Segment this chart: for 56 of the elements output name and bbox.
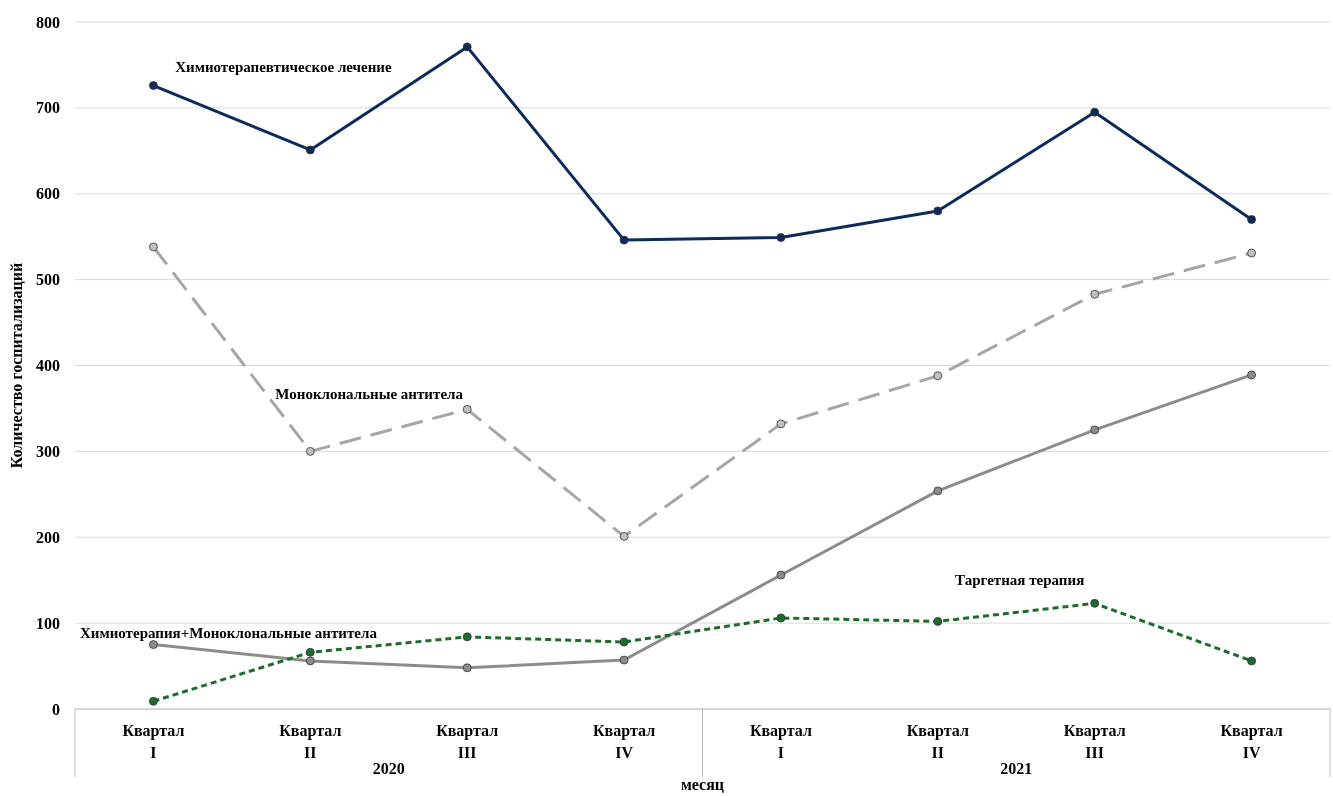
point	[1090, 107, 1100, 117]
text: 2020	[372, 760, 405, 777]
x-tick-label: Квартал III	[1063, 722, 1126, 761]
point	[149, 81, 158, 90]
point	[619, 655, 629, 665]
x-tick-label: Квартал I	[749, 722, 813, 761]
series-label: Химиотерапевтическое лечение	[175, 58, 392, 75]
point	[776, 419, 786, 429]
x-tick-label: Квартал II	[279, 722, 342, 761]
y-tick-label: 300	[36, 442, 60, 460]
series-label: Таргетная терапия	[955, 572, 1085, 589]
point	[305, 145, 315, 155]
text: 2021	[1000, 760, 1033, 777]
point	[1090, 289, 1100, 299]
x-tick-label: Квартал IV	[593, 722, 656, 761]
point	[776, 233, 786, 242]
x-tick-label: Квартал III	[436, 722, 499, 761]
y-tick-label: 800	[36, 13, 60, 31]
point	[619, 235, 629, 245]
x-tick-label: Квартал II	[906, 722, 969, 761]
point	[1090, 425, 1100, 435]
y-tick-label: 500	[36, 271, 60, 289]
point	[462, 42, 472, 52]
y-tick-label: 600	[36, 185, 60, 203]
series-label: Моноклональные антитела	[275, 386, 464, 403]
x-axis-title: месяц	[680, 776, 725, 793]
point	[933, 371, 943, 381]
point	[1247, 248, 1256, 258]
point	[462, 663, 472, 673]
point	[619, 531, 629, 541]
y-tick-label: 100	[36, 614, 60, 632]
point	[305, 647, 315, 657]
point	[462, 632, 472, 642]
point	[149, 242, 158, 252]
point	[462, 404, 472, 414]
y-tick-label: 400	[36, 357, 60, 375]
point	[149, 696, 158, 706]
point	[776, 613, 786, 623]
point	[305, 656, 315, 666]
y-axis-title: Количество госпитализаций	[8, 262, 25, 469]
series-label: Химиотерапия+Моноклональные антитела	[79, 624, 378, 641]
y-tick-label: 200	[36, 528, 60, 546]
y-tick-label: 700	[36, 99, 60, 117]
point	[933, 486, 943, 496]
y-tick-label: 0	[52, 700, 60, 718]
point	[1247, 656, 1256, 666]
point	[933, 206, 943, 216]
x-tick-label: Квартал IV	[1220, 722, 1283, 761]
x-tick-label: Квартал I	[122, 722, 185, 761]
point	[933, 617, 943, 626]
point	[776, 570, 786, 580]
point	[1090, 598, 1100, 608]
point	[1247, 215, 1256, 224]
point	[1247, 370, 1256, 380]
point	[619, 637, 629, 647]
point	[305, 446, 315, 456]
